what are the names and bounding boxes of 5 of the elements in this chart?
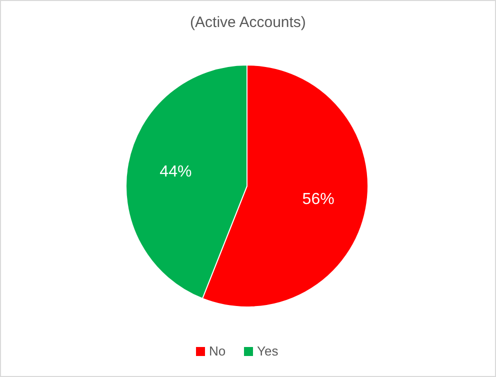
- chart-title: (Active Accounts): [190, 14, 306, 31]
- legend-label: Yes: [257, 343, 279, 358]
- legend-label: No: [209, 343, 226, 358]
- data-label: 44%: [160, 164, 192, 181]
- data-label: 56%: [302, 190, 334, 208]
